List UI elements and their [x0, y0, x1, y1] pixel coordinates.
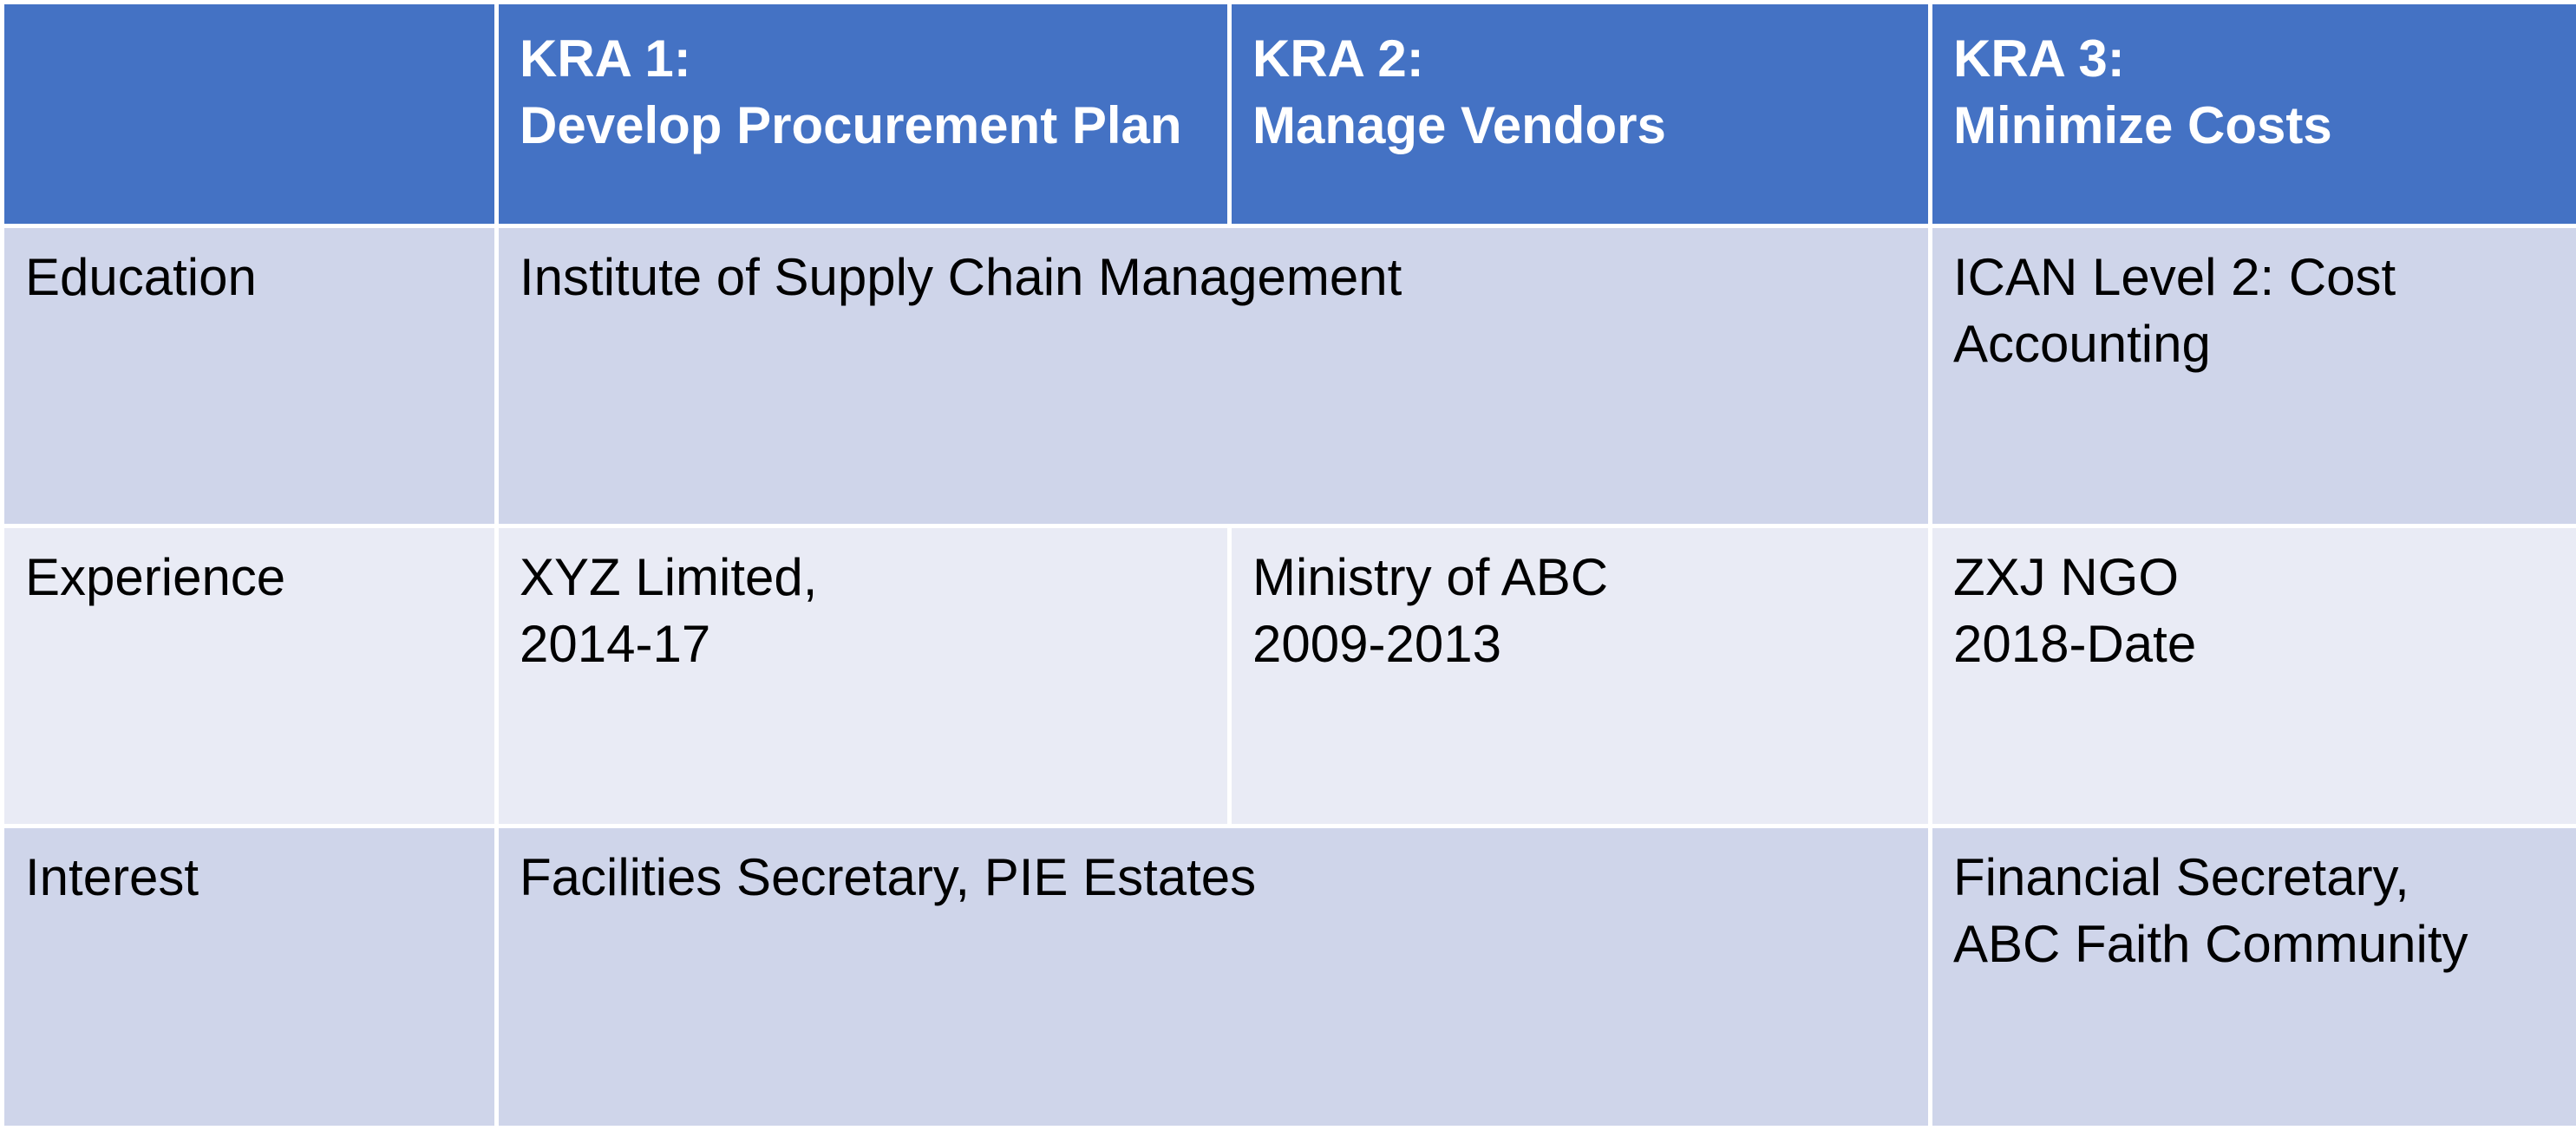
- interest-kra3-cell: Financial Secretary, ABC Faith Community: [1931, 826, 2576, 1128]
- header-kra3-cell: KRA 3: Minimize Costs: [1931, 3, 2576, 226]
- kra3-title: Minimize Costs: [1953, 92, 2555, 159]
- kra1-title: Develop Procurement Plan: [520, 92, 1206, 159]
- education-row: Education Institute of Supply Chain Mana…: [3, 226, 2576, 526]
- kra1-number: KRA 1:: [520, 25, 1206, 92]
- kra2-title: Manage Vendors: [1252, 92, 1907, 159]
- experience-kra2-years: 2009-2013: [1252, 611, 1907, 677]
- experience-kra3-cell: ZXJ NGO 2018-Date: [1931, 526, 2576, 826]
- header-corner-cell: [3, 3, 497, 226]
- education-kra3-cell: ICAN Level 2: Cost Accounting: [1931, 226, 2576, 526]
- education-label: Education: [3, 226, 497, 526]
- experience-kra1-years: 2014-17: [520, 611, 1206, 677]
- experience-kra1-cell: XYZ Limited, 2014-17: [497, 526, 1230, 826]
- header-kra1-cell: KRA 1: Develop Procurement Plan: [497, 3, 1230, 226]
- kra2-number: KRA 2:: [1252, 25, 1907, 92]
- education-kra1-2-cell: Institute of Supply Chain Management: [497, 226, 1931, 526]
- header-row: KRA 1: Develop Procurement Plan KRA 2: M…: [3, 3, 2576, 226]
- experience-kra2-cell: Ministry of ABC 2009-2013: [1230, 526, 1931, 826]
- interest-kra1-2-cell: Facilities Secretary, PIE Estates: [497, 826, 1931, 1128]
- kra3-number: KRA 3:: [1953, 25, 2555, 92]
- experience-row: Experience XYZ Limited, 2014-17 Ministry…: [3, 526, 2576, 826]
- interest-row: Interest Facilities Secretary, PIE Estat…: [3, 826, 2576, 1128]
- interest-kra3-role: Financial Secretary,: [1953, 844, 2555, 911]
- interest-label: Interest: [3, 826, 497, 1128]
- header-kra2-cell: KRA 2: Manage Vendors: [1230, 3, 1931, 226]
- experience-kra2-org: Ministry of ABC: [1252, 544, 1907, 611]
- experience-kra3-org: ZXJ NGO: [1953, 544, 2555, 611]
- experience-label: Experience: [3, 526, 497, 826]
- experience-kra1-org: XYZ Limited,: [520, 544, 1206, 611]
- experience-kra3-years: 2018-Date: [1953, 611, 2555, 677]
- interest-kra3-org: ABC Faith Community: [1953, 911, 2555, 977]
